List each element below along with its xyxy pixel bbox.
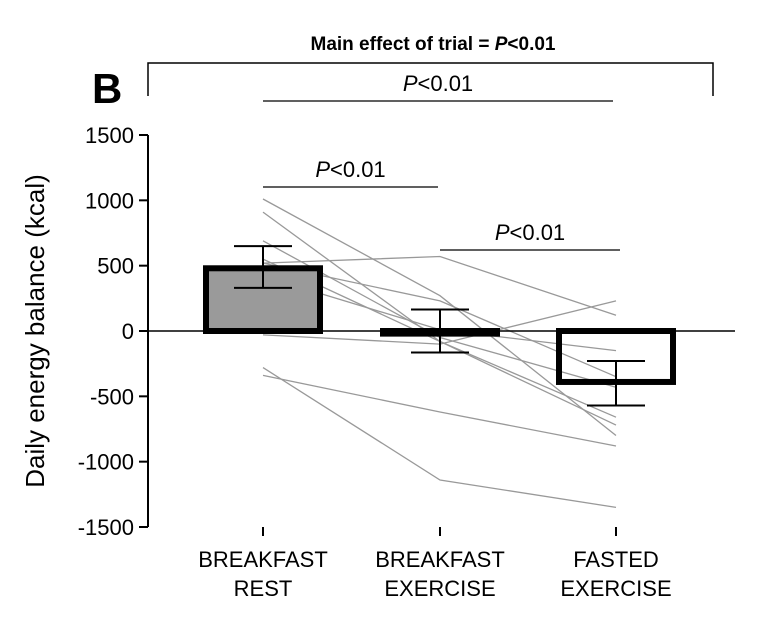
y-axis-title: Daily energy balance (kcal) xyxy=(20,174,50,488)
panel-label: B xyxy=(92,65,122,112)
y-tick-label: -500 xyxy=(90,384,134,409)
axes-group xyxy=(139,134,735,536)
y-tick-label: -1000 xyxy=(78,450,134,475)
participant-line-1 xyxy=(262,198,617,437)
main-effect-bracket xyxy=(147,62,714,96)
y-tick-label: 500 xyxy=(97,254,134,279)
significance-label-3: P<0.01 xyxy=(495,220,565,245)
significance-label-2: P<0.01 xyxy=(315,157,385,182)
y-tick-label: 1000 xyxy=(85,188,134,213)
category-label-line2: REST xyxy=(234,576,293,601)
y-tick-label: 1500 xyxy=(85,123,134,148)
labels-group: 1500 1000 500 0 -500 -1000 -1500 BREAKFAST REST B… xyxy=(20,34,672,601)
significance-label-1: P<0.01 xyxy=(403,71,473,96)
category-label-line2: EXERCISE xyxy=(560,576,671,601)
participant-line-10 xyxy=(262,255,617,316)
category-label-line2: EXERCISE xyxy=(384,576,495,601)
significance-group xyxy=(147,62,714,251)
category-label-line1: BREAKFAST xyxy=(198,547,328,572)
category-label-line1: FASTED xyxy=(573,547,659,572)
participant-line-9 xyxy=(262,374,617,447)
y-tick-label: 0 xyxy=(122,319,134,344)
y-tick-label: -1500 xyxy=(78,515,134,540)
main-effect-label: Main effect of trial = P<0.01 xyxy=(311,34,556,55)
error-bars-group xyxy=(234,245,645,407)
category-label-line1: BREAKFAST xyxy=(375,547,505,572)
participant-line-8 xyxy=(262,367,617,509)
